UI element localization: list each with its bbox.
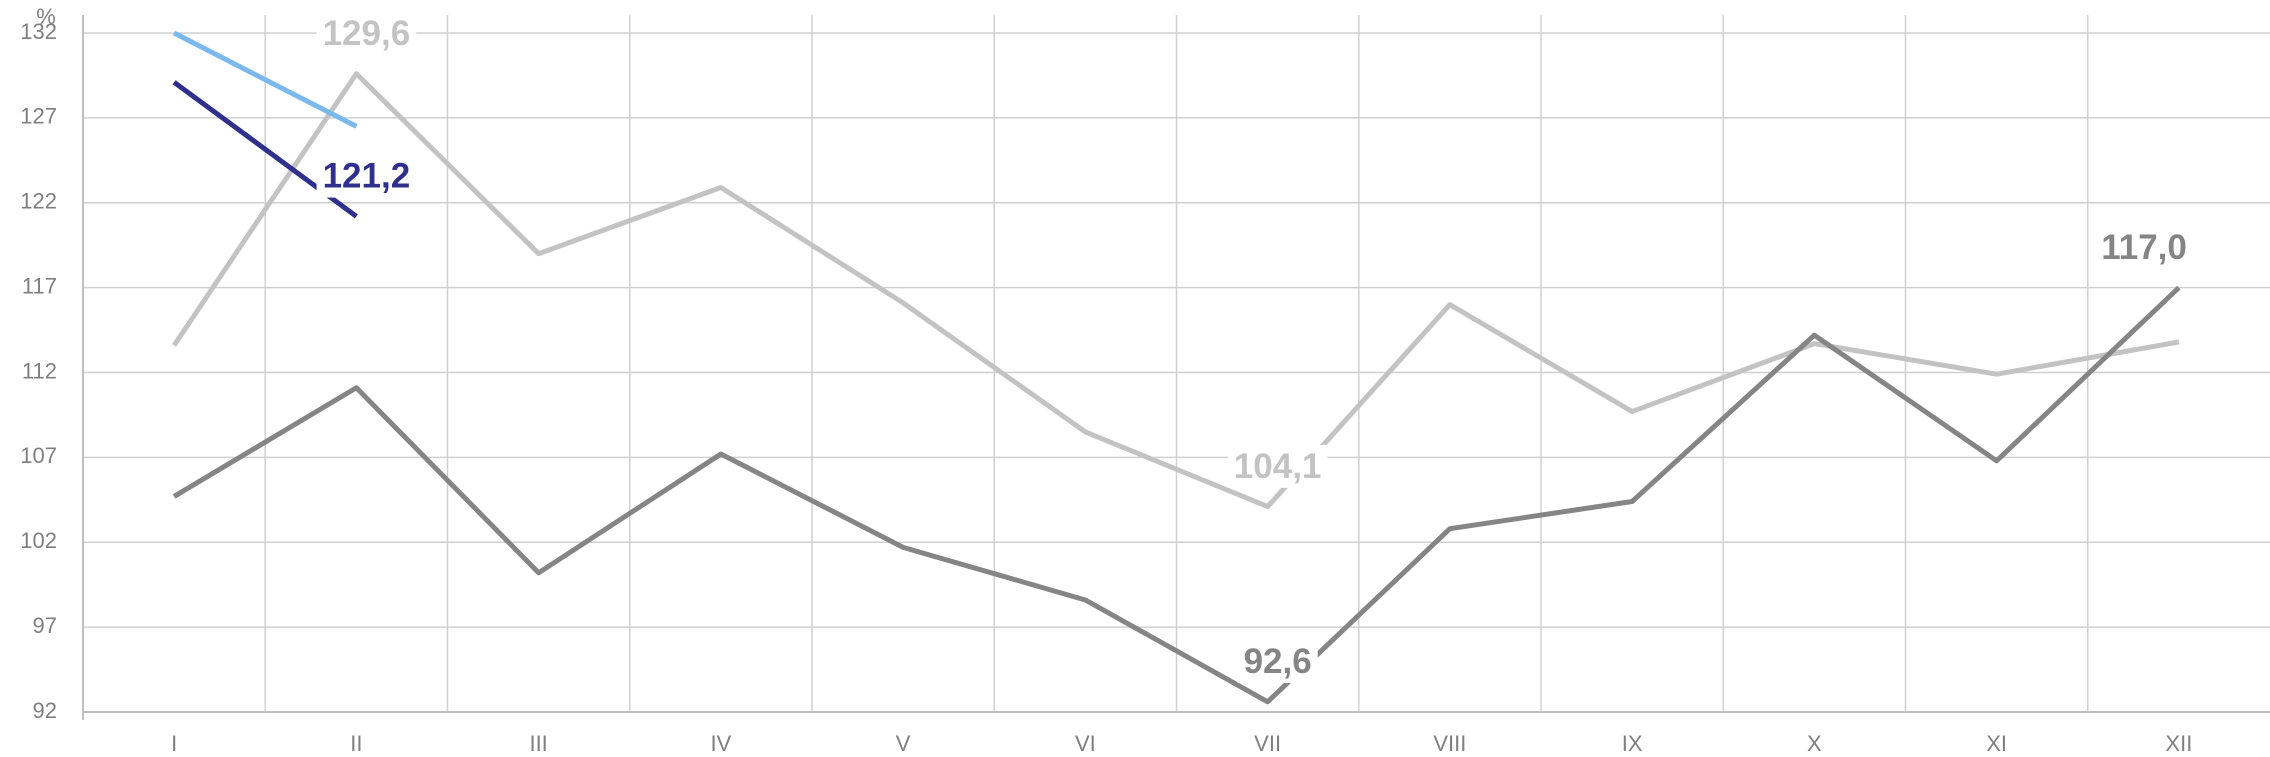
data-label-background	[1237, 640, 1318, 684]
y-tick-label: 97	[33, 613, 57, 638]
x-tick-label: IV	[710, 731, 731, 756]
data-label: 129,6	[323, 14, 411, 53]
data-label-background	[316, 11, 417, 55]
series-line	[172, 285, 2181, 705]
x-tick-label: IX	[1622, 731, 1643, 756]
data-label-background	[2095, 225, 2193, 269]
x-tick-label: I	[171, 731, 177, 756]
x-tick-label: II	[350, 731, 362, 756]
y-tick-label: 117	[22, 273, 57, 298]
x-tick-label: VII	[1254, 731, 1281, 756]
x-tick-label: VIII	[1433, 731, 1466, 756]
y-tick-label: 132	[20, 19, 57, 44]
x-tick-label: X	[1807, 731, 1822, 756]
data-label-background	[316, 154, 417, 198]
series-line	[172, 30, 358, 129]
y-tick-label: 122	[20, 189, 57, 214]
y-tick-label: 92	[33, 698, 57, 723]
x-tick-label: III	[529, 731, 547, 756]
y-tick-label: 112	[22, 358, 57, 383]
x-tick-label: V	[896, 731, 911, 756]
data-label: 92,6	[1244, 642, 1312, 681]
x-tick-label: XII	[2165, 731, 2192, 756]
y-tick-label: 102	[20, 528, 57, 553]
y-unit-label: %	[36, 4, 56, 29]
data-label: 121,2	[323, 157, 411, 196]
x-tick-label: XI	[1986, 731, 2007, 756]
data-label: 117,0	[2101, 228, 2187, 267]
series-line	[172, 71, 2180, 510]
x-tick-label: VI	[1075, 731, 1096, 756]
data-label: 104,1	[1234, 447, 1322, 486]
data-label-background	[1227, 444, 1328, 488]
y-tick-label: 107	[20, 443, 57, 468]
y-tick-label: 127	[20, 104, 57, 129]
